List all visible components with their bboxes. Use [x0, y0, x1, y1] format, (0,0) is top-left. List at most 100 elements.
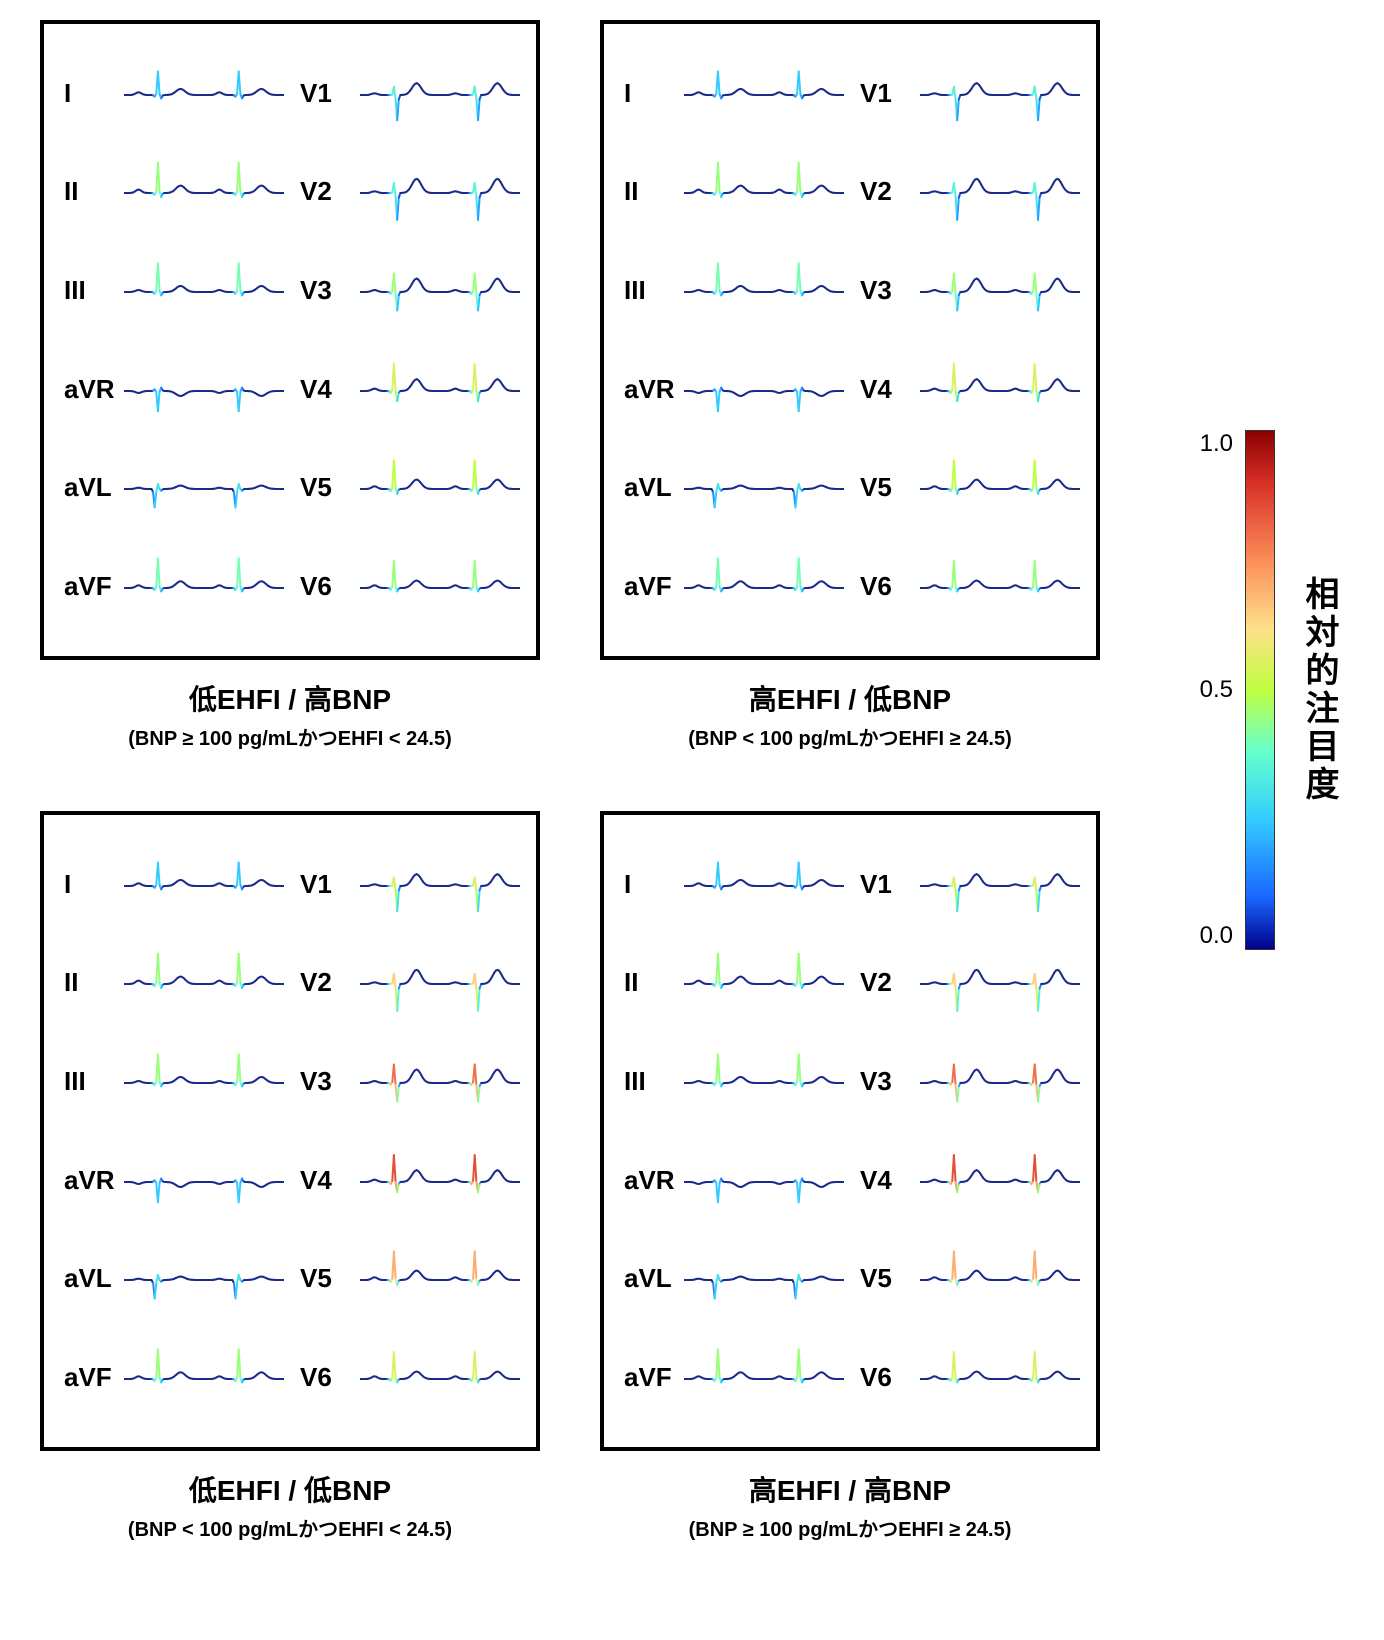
- ecg-trace: [124, 842, 284, 922]
- ecg-trace: [920, 248, 1080, 328]
- ecg-trace: [920, 149, 1080, 229]
- lead-label: aVR: [614, 1165, 684, 1196]
- lead-cell: [684, 1138, 850, 1223]
- colorbar-wrap: 1.0 0.5 0.0 相対的注目度: [1200, 430, 1344, 950]
- colorbar-tick: 0.0: [1200, 922, 1233, 950]
- ecg-trace: [124, 149, 284, 229]
- ecg-trace: [124, 1236, 284, 1316]
- lead-label: II: [614, 176, 684, 207]
- lead-label: aVF: [614, 1362, 684, 1393]
- panel-box: IV1IIV2IIIV3aVRV4aVLV5aVFV6: [600, 811, 1100, 1451]
- lead-label: aVL: [54, 1263, 124, 1294]
- lead-cell: [684, 1335, 850, 1420]
- lead-label: III: [54, 1066, 124, 1097]
- lead-label: V5: [290, 1263, 360, 1294]
- lead-label: aVR: [54, 1165, 124, 1196]
- panel-box: IV1IIV2IIIV3aVRV4aVLV5aVFV6: [600, 20, 1100, 660]
- panel-box: IV1IIV2IIIV3aVRV4aVLV5aVFV6: [40, 20, 540, 660]
- lead-cell: [920, 842, 1086, 927]
- lead-cell: [360, 248, 526, 333]
- lead-label: aVL: [614, 1263, 684, 1294]
- ecg-trace: [920, 445, 1080, 525]
- lead-cell: [124, 1236, 290, 1321]
- ecg-trace: [360, 347, 520, 427]
- ecg-trace: [360, 445, 520, 525]
- lead-cell: [920, 940, 1086, 1025]
- lead-grid: IV1IIV2IIIV3aVRV4aVLV5aVFV6: [614, 44, 1086, 636]
- lead-cell: [124, 1335, 290, 1420]
- lead-label: V6: [290, 571, 360, 602]
- ecg-trace: [684, 149, 844, 229]
- lead-label: aVF: [54, 571, 124, 602]
- lead-cell: [920, 51, 1086, 136]
- ecg-trace: [920, 347, 1080, 427]
- lead-cell: [124, 347, 290, 432]
- lead-cell: [920, 445, 1086, 530]
- lead-cell: [684, 842, 850, 927]
- lead-cell: [124, 445, 290, 530]
- lead-cell: [684, 347, 850, 432]
- ecg-trace: [360, 1335, 520, 1415]
- lead-cell: [684, 51, 850, 136]
- lead-cell: [920, 248, 1086, 333]
- panel-caption: 高EHFI / 低BNP(BNP < 100 pg/mLかつEHFI ≥ 24.…: [688, 678, 1011, 751]
- ecg-trace: [920, 1335, 1080, 1415]
- lead-label: I: [614, 78, 684, 109]
- caption-title: 高EHFI / 低BNP: [688, 678, 1011, 718]
- lead-cell: [920, 544, 1086, 629]
- ecg-trace: [360, 1236, 520, 1316]
- lead-cell: [920, 1236, 1086, 1321]
- ecg-trace: [920, 1236, 1080, 1316]
- lead-cell: [124, 1138, 290, 1223]
- lead-label: V3: [850, 1066, 920, 1097]
- caption-title: 高EHFI / 高BNP: [689, 1469, 1012, 1509]
- lead-label: I: [614, 869, 684, 900]
- ecg-trace: [360, 51, 520, 131]
- lead-label: II: [54, 176, 124, 207]
- lead-cell: [684, 940, 850, 1025]
- lead-cell: [124, 248, 290, 333]
- lead-grid: IV1IIV2IIIV3aVRV4aVLV5aVFV6: [54, 835, 526, 1427]
- lead-grid: IV1IIV2IIIV3aVRV4aVLV5aVFV6: [614, 835, 1086, 1427]
- ecg-trace: [360, 1039, 520, 1119]
- ecg-trace: [360, 149, 520, 229]
- lead-cell: [360, 51, 526, 136]
- ecg-trace: [684, 347, 844, 427]
- ecg-trace: [920, 544, 1080, 624]
- lead-cell: [124, 149, 290, 234]
- panel-caption: 高EHFI / 高BNP(BNP ≥ 100 pg/mLかつEHFI ≥ 24.…: [689, 1469, 1012, 1542]
- lead-label: aVL: [614, 472, 684, 503]
- lead-label: aVF: [614, 571, 684, 602]
- lead-label: V2: [850, 176, 920, 207]
- lead-label: V4: [290, 374, 360, 405]
- ecg-trace: [124, 1335, 284, 1415]
- ecg-trace: [684, 842, 844, 922]
- ecg-trace: [920, 940, 1080, 1020]
- colorbar-tick: 0.5: [1200, 676, 1233, 704]
- ecg-trace: [360, 842, 520, 922]
- lead-label: V1: [290, 869, 360, 900]
- lead-cell: [920, 347, 1086, 432]
- lead-label: V6: [290, 1362, 360, 1393]
- panels-grid: IV1IIV2IIIV3aVRV4aVLV5aVFV6低EHFI / 高BNP(…: [40, 20, 1100, 1542]
- ecg-trace: [360, 940, 520, 1020]
- lead-label: I: [54, 78, 124, 109]
- lead-label: V6: [850, 571, 920, 602]
- lead-label: aVF: [54, 1362, 124, 1393]
- panel-bottom-left: IV1IIV2IIIV3aVRV4aVLV5aVFV6低EHFI / 低BNP(…: [40, 811, 540, 1542]
- ecg-trace: [124, 1039, 284, 1119]
- panel-top-right: IV1IIV2IIIV3aVRV4aVLV5aVFV6高EHFI / 低BNP(…: [600, 20, 1100, 751]
- lead-grid: IV1IIV2IIIV3aVRV4aVLV5aVFV6: [54, 44, 526, 636]
- lead-cell: [360, 544, 526, 629]
- lead-label: aVR: [54, 374, 124, 405]
- ecg-trace: [684, 51, 844, 131]
- ecg-trace: [684, 445, 844, 525]
- lead-label: V6: [850, 1362, 920, 1393]
- lead-cell: [684, 544, 850, 629]
- lead-cell: [124, 1039, 290, 1124]
- lead-label: V3: [290, 1066, 360, 1097]
- panel-caption: 低EHFI / 高BNP(BNP ≥ 100 pg/mLかつEHFI < 24.…: [128, 678, 451, 751]
- ecg-trace: [360, 1138, 520, 1218]
- lead-label: III: [54, 275, 124, 306]
- lead-label: V5: [850, 1263, 920, 1294]
